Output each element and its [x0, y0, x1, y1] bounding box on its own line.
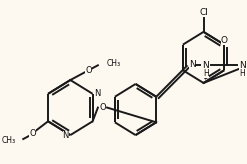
Text: N: N	[94, 89, 100, 98]
Text: N: N	[239, 61, 246, 70]
Text: O: O	[29, 129, 36, 138]
Text: N: N	[189, 60, 195, 69]
Text: N: N	[203, 61, 209, 70]
Text: O: O	[99, 103, 106, 112]
Text: CH₃: CH₃	[2, 136, 16, 145]
Text: Cl: Cl	[199, 8, 208, 17]
Text: H: H	[240, 69, 246, 78]
Text: O: O	[85, 66, 92, 75]
Text: N: N	[62, 131, 69, 140]
Text: H: H	[203, 69, 209, 78]
Text: CH₃: CH₃	[106, 59, 120, 68]
Text: O: O	[221, 36, 228, 45]
